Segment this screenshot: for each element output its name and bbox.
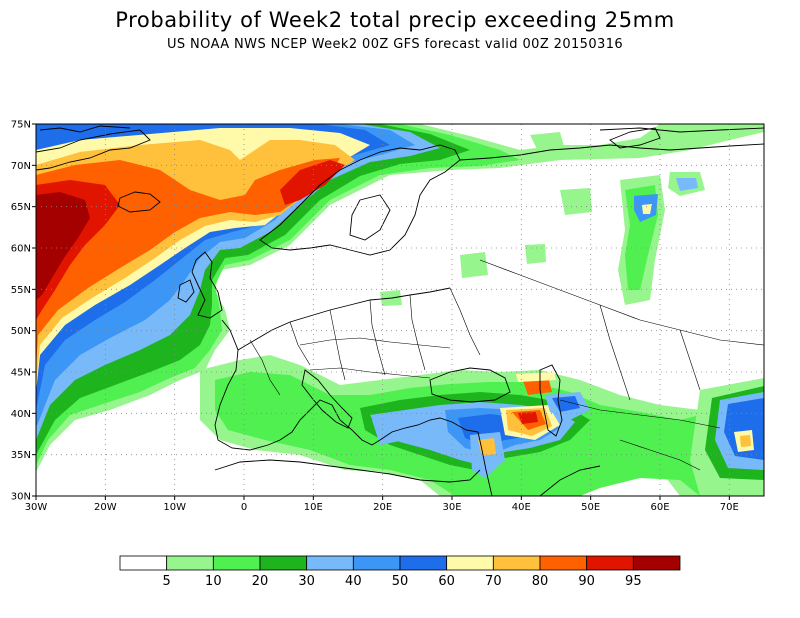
atlantic-band-90pct	[36, 160, 345, 320]
lon-tick-label: 30W	[25, 502, 48, 513]
iran-50pct	[552, 396, 580, 412]
color-legend: 5 10 20 30 40 50 60 70 80 90 95	[119, 555, 681, 589]
legend-color-box	[586, 555, 634, 571]
legend-label: 30	[298, 574, 315, 589]
legend-color-box	[166, 555, 214, 571]
legend-label: 95	[625, 574, 642, 589]
legend-color-box	[632, 555, 681, 571]
lon-tick-label: 20E	[373, 502, 392, 513]
legend-color-box	[539, 555, 588, 571]
lon-tick-label: 70E	[720, 502, 739, 513]
lon-tick-label: 20W	[94, 502, 117, 513]
volga-patch	[525, 244, 546, 264]
caspian-north-60pct	[516, 372, 556, 382]
legend-color-box	[259, 555, 308, 571]
precip-probability-fields	[36, 124, 764, 496]
legend-color-box	[399, 555, 448, 571]
scandinavia-east-patch	[560, 188, 592, 215]
map-grid	[36, 124, 764, 496]
lat-tick-label: 30N	[11, 492, 31, 503]
russia-mid-patch	[460, 252, 488, 278]
lat-tick-label: 70N	[11, 161, 31, 172]
atlantic-band-95pct	[36, 192, 90, 300]
caucasus-90pct	[518, 412, 538, 424]
lat-tick-label: 75N	[11, 120, 31, 131]
legend-label: 90	[578, 574, 595, 589]
legend-label: 70	[485, 574, 502, 589]
chart-title: Probability of Week2 total precip exceed…	[115, 8, 675, 32]
legend-label: 50	[392, 574, 409, 589]
lon-tick-label: 10E	[304, 502, 323, 513]
map-frame	[35, 123, 765, 497]
legend-label: 60	[438, 574, 455, 589]
lon-tick-label: 10W	[163, 502, 186, 513]
political-borders	[249, 259, 764, 471]
lat-tick-label: 45N	[11, 368, 31, 379]
legend-label: 80	[532, 574, 549, 589]
legend-color-box	[119, 555, 168, 571]
legend-color-box	[352, 555, 401, 571]
lat-tick-label: 60N	[11, 244, 31, 255]
lat-tick-label: 40N	[11, 409, 31, 420]
lon-tick-label: 30E	[442, 502, 461, 513]
legend-label: 10	[205, 574, 222, 589]
lon-tick-label: 50E	[581, 502, 600, 513]
north-russia-patch-30pct	[676, 178, 698, 191]
lat-tick-label: 50N	[11, 326, 31, 337]
lon-tick-label: 40E	[512, 502, 531, 513]
greece-30pct	[372, 418, 405, 445]
legend-color-box	[306, 555, 354, 571]
lat-tick-label: 65N	[11, 202, 31, 213]
legend-label: 40	[345, 574, 362, 589]
legend-label: 5	[163, 574, 171, 589]
legend-label: 20	[252, 574, 269, 589]
lat-tick-label: 35N	[11, 450, 31, 461]
lon-tick-label: 60E	[650, 502, 669, 513]
map-axes: 30N 35N 40N 45N 50N 55N 60N 65N 70N 75N 30W 20W 10W 0…	[11, 120, 739, 514]
lat-tick-label: 55N	[11, 285, 31, 296]
legend-color-box	[212, 555, 261, 571]
urals-patch-60pct	[642, 204, 652, 214]
legend-color-box	[446, 555, 494, 571]
lon-tick-label: 0	[241, 502, 247, 513]
legend-color-box	[492, 555, 541, 571]
coastlines	[36, 125, 764, 496]
himalaya-80pct	[740, 435, 751, 447]
chart-subtitle: US NOAA NWS NCEP Week2 00Z GFS forecast …	[166, 37, 624, 52]
himalaya-50pct	[724, 398, 764, 460]
